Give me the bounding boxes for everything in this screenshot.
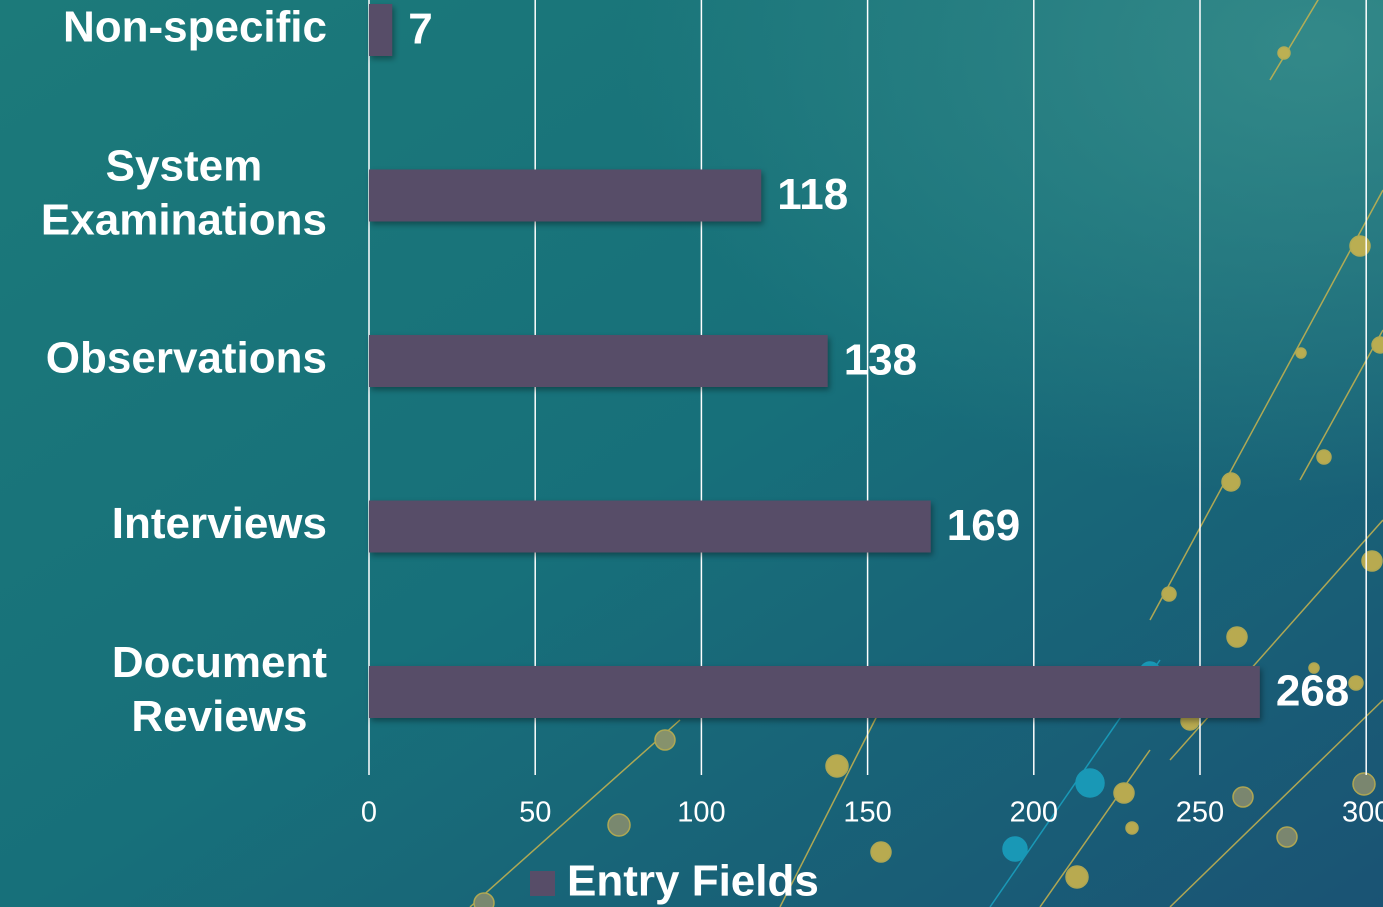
y-tick-label: Observations [46, 334, 327, 383]
bar [369, 170, 761, 222]
x-tick-label: 300 [1342, 797, 1383, 829]
x-tick-label: 0 [361, 797, 377, 829]
value-label: 138 [844, 336, 917, 385]
y-tick-label: Non-specific [63, 3, 327, 52]
x-tick-label: 250 [1176, 797, 1224, 829]
bar [369, 4, 392, 56]
background-glow [0, 0, 1383, 907]
chart: 050100150200250300Non-specificSystemExam… [0, 0, 1383, 907]
x-tick-label: 200 [1010, 797, 1058, 829]
bar [369, 335, 828, 387]
value-label: 169 [947, 501, 1020, 550]
y-tick-label: Interviews [112, 499, 327, 548]
page: 050100150200250300Non-specificSystemExam… [0, 0, 1383, 907]
legend-swatch [530, 871, 555, 896]
bar [369, 666, 1260, 718]
value-label: 7 [408, 5, 432, 54]
x-tick-label: 50 [519, 797, 551, 829]
value-label: 118 [777, 170, 848, 219]
x-tick-label: 100 [677, 797, 725, 829]
x-tick-label: 150 [843, 797, 891, 829]
bar [369, 501, 931, 553]
legend-label: Entry Fields [567, 857, 819, 906]
value-label: 268 [1276, 667, 1349, 716]
